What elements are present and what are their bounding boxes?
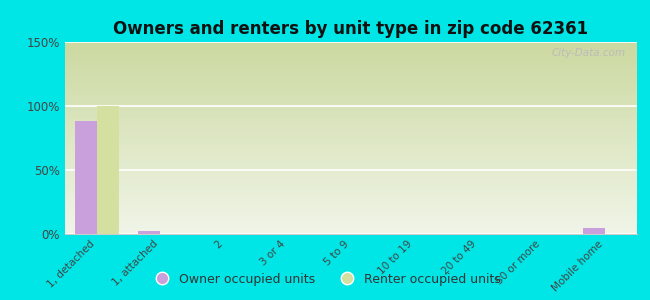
- Legend: Owner occupied units, Renter occupied units: Owner occupied units, Renter occupied un…: [144, 268, 506, 291]
- Bar: [138, 231, 161, 234]
- Title: Owners and renters by unit type in zip code 62361: Owners and renters by unit type in zip c…: [114, 20, 588, 38]
- Bar: [97, 106, 119, 234]
- Text: City-Data.com: City-Data.com: [551, 48, 625, 58]
- Bar: [583, 228, 605, 234]
- Bar: [75, 122, 97, 234]
